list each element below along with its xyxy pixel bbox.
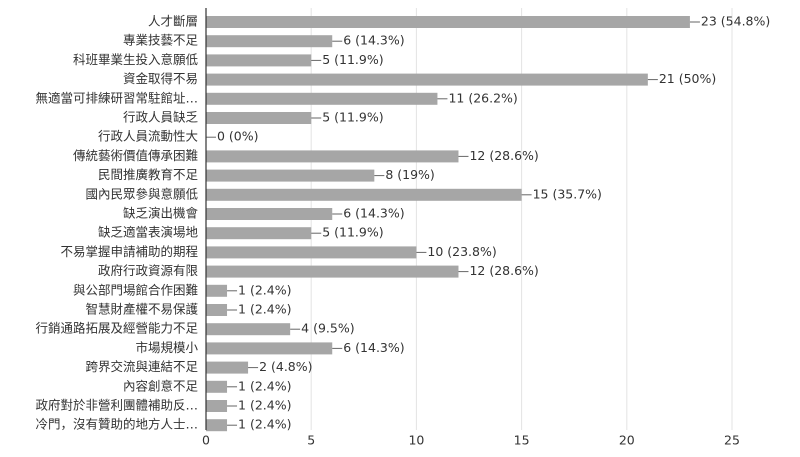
category-label: 缺乏演出機會 xyxy=(123,206,199,221)
value-label: 21 (50%) xyxy=(659,71,716,86)
bar xyxy=(206,246,417,259)
bar xyxy=(206,284,228,297)
value-label: 1 (2.4%) xyxy=(238,302,291,317)
category-label: 智慧財產權不易保護 xyxy=(85,302,198,317)
bar xyxy=(206,188,522,201)
x-tick-label: 15 xyxy=(514,433,530,448)
category-label: 政府行政資源有限 xyxy=(98,263,199,278)
value-label: 0 (0%) xyxy=(217,129,259,144)
category-label: 與公部門場館合作困難 xyxy=(73,282,198,297)
bar xyxy=(206,208,333,220)
value-label: 10 (23.8%) xyxy=(427,244,496,259)
category-label: 行銷通路拓展及經營能力不足 xyxy=(35,321,198,336)
value-label: 12 (28.6%) xyxy=(469,148,538,163)
category-label: 國內民眾參與意願低 xyxy=(85,186,198,201)
value-label: 1 (2.4%) xyxy=(238,398,291,413)
category-label: 行政人員缺乏 xyxy=(123,110,199,125)
category-label: 內容創意不足 xyxy=(123,378,199,393)
value-label: 11 (26.2%) xyxy=(448,90,517,105)
value-label: 5 (11.9%) xyxy=(322,110,383,125)
value-label: 4 (9.5%) xyxy=(301,321,354,336)
category-label: 政府對於非營利團體補助反… xyxy=(35,398,198,413)
bar xyxy=(206,265,459,278)
x-tick-label: 5 xyxy=(307,433,315,448)
bar xyxy=(206,361,249,374)
value-label: 1 (2.4%) xyxy=(238,282,291,297)
category-label: 傳統藝術價值傳承困難 xyxy=(73,148,198,163)
bar xyxy=(206,169,375,182)
bar xyxy=(206,304,228,316)
bar xyxy=(206,227,312,240)
bar xyxy=(206,54,312,67)
value-label: 1 (2.4%) xyxy=(238,378,291,393)
value-label: 15 (35.7%) xyxy=(533,186,602,201)
bar xyxy=(206,92,438,105)
bar xyxy=(206,112,312,124)
bar xyxy=(206,73,648,86)
category-label: 資金取得不易 xyxy=(123,71,198,86)
category-label: 人才斷層 xyxy=(148,14,198,29)
value-label: 23 (54.8%) xyxy=(701,14,770,29)
bar xyxy=(206,400,228,412)
category-label: 行政人員流動性大 xyxy=(98,129,198,144)
category-label: 跨界交流與連結不足 xyxy=(85,359,198,374)
category-label: 市場規模小 xyxy=(135,340,198,355)
bars xyxy=(206,16,690,432)
value-label: 12 (28.6%) xyxy=(469,263,538,278)
bar xyxy=(206,16,690,28)
value-label: 5 (11.9%) xyxy=(322,52,383,67)
category-label: 科班畢業生投入意願低 xyxy=(73,52,199,67)
bar xyxy=(206,380,228,393)
category-label: 冷門，沒有贊助的地方人士… xyxy=(35,417,198,432)
category-label: 無適當可排練研習常駐館址… xyxy=(35,90,198,105)
value-label: 6 (14.3%) xyxy=(343,340,404,355)
category-label: 民間推廣教育不足 xyxy=(98,167,199,182)
x-tick-label: 25 xyxy=(724,433,740,448)
x-tick-label: 10 xyxy=(408,433,424,448)
category-label: 不易掌握申請補助的期程 xyxy=(60,244,198,259)
value-label: 8 (19%) xyxy=(385,167,434,182)
bar xyxy=(206,35,333,48)
bar xyxy=(206,419,228,432)
category-label: 缺乏適當表演場地 xyxy=(98,225,199,240)
category-label: 專業技藝不足 xyxy=(123,33,199,48)
bar xyxy=(206,150,459,163)
value-label: 6 (14.3%) xyxy=(343,206,404,221)
x-axis-ticks: 0 5 10 15 20 25 xyxy=(202,433,740,448)
x-tick-label: 0 xyxy=(202,433,210,448)
value-label: 5 (11.9%) xyxy=(322,225,383,240)
x-tick-label: 20 xyxy=(619,433,635,448)
value-label: 2 (4.8%) xyxy=(259,359,312,374)
value-label: 1 (2.4%) xyxy=(238,417,291,432)
value-labels: 23 (54.8%) 6 (14.3%) 5 (11.9%) 21 (50%) 11 (… xyxy=(206,14,770,432)
bar xyxy=(206,342,333,355)
value-label: 6 (14.3%) xyxy=(343,33,404,48)
bar xyxy=(206,323,291,336)
